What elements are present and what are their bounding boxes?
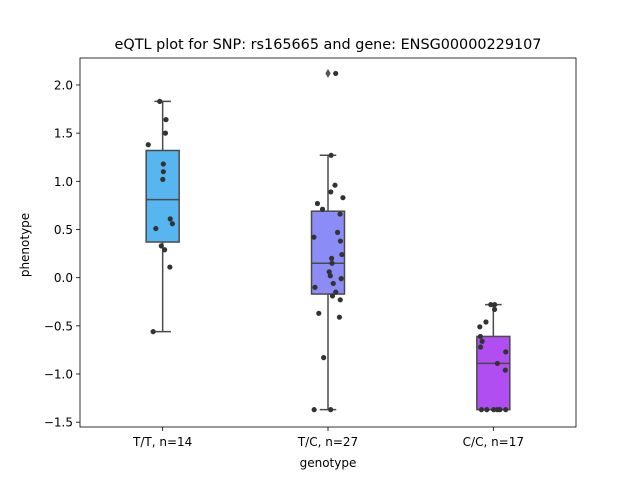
- data-point: [167, 264, 173, 270]
- y-tick-label: 2.0: [54, 78, 73, 92]
- data-point: [328, 189, 334, 195]
- data-point: [145, 142, 151, 148]
- data-point: [316, 310, 322, 316]
- data-point: [160, 161, 166, 167]
- y-tick-label: −0.5: [44, 319, 73, 333]
- data-point: [329, 260, 335, 266]
- data-point: [169, 221, 175, 227]
- x-tick-label: C/C, n=17: [463, 435, 524, 449]
- data-point: [491, 306, 498, 313]
- data-point: [328, 152, 334, 158]
- box: [310, 210, 346, 295]
- chart-title: eQTL plot for SNP: rs165665 and gene: EN…: [115, 37, 542, 53]
- data-point: [334, 229, 341, 235]
- data-point: [338, 276, 344, 282]
- x-axis-label: genotype: [300, 456, 357, 470]
- data-point: [161, 247, 168, 253]
- data-point: [329, 293, 336, 299]
- data-point: [497, 407, 503, 413]
- data-point: [477, 324, 483, 330]
- data-point: [157, 98, 163, 104]
- data-point: [340, 195, 346, 201]
- data-point: [333, 70, 339, 77]
- data-point: [160, 169, 166, 175]
- y-tick-label: 0.5: [54, 223, 73, 237]
- data-point: [483, 319, 489, 325]
- plot-frame: [79, 57, 577, 428]
- outlier-marker: [325, 68, 331, 78]
- data-point: [503, 407, 509, 413]
- data-point: [484, 407, 490, 413]
- data-point: [330, 280, 336, 287]
- data-point: [492, 302, 498, 308]
- data-point: [337, 238, 344, 244]
- data-point: [329, 255, 335, 261]
- data-point: [491, 407, 497, 413]
- data-point: [503, 349, 509, 355]
- data-point: [158, 243, 164, 249]
- data-point: [321, 355, 327, 361]
- data-point: [311, 234, 317, 240]
- data-point: [150, 329, 156, 335]
- data-point: [160, 176, 166, 182]
- data-point: [488, 302, 494, 308]
- data-point: [319, 206, 326, 212]
- y-tick-label: −1.0: [44, 368, 73, 382]
- data-point: [167, 216, 173, 222]
- data-point: [339, 251, 345, 258]
- x-tick-label: T/T, n=14: [132, 435, 192, 449]
- y-tick-label: 0.0: [54, 271, 73, 285]
- y-tick-label: 1.0: [54, 175, 73, 189]
- plot-area: −1.5 −1.0 −0.5 0.0 0.5 1.0 1.5 2.0 T/T, n=14 T/C,…: [44, 57, 577, 449]
- data-point: [494, 360, 500, 367]
- data-point: [477, 344, 484, 350]
- data-point: [502, 367, 508, 373]
- data-point: [311, 407, 317, 413]
- data-point: [328, 407, 334, 413]
- data-point: [479, 338, 485, 344]
- data-point: [326, 269, 332, 275]
- data-point: [333, 289, 339, 295]
- data-point: [153, 225, 159, 232]
- y-axis-label: phenotype: [18, 213, 32, 277]
- data-point: [314, 200, 321, 207]
- y-tick-label: −1.5: [44, 416, 73, 430]
- data-point: [336, 314, 343, 320]
- data-point: [163, 117, 169, 123]
- y-tick-label: 1.5: [54, 127, 73, 141]
- data-point: [312, 284, 318, 290]
- x-tick-label: T/C, n=27: [297, 435, 358, 449]
- data-point: [337, 297, 343, 303]
- data-point: [477, 333, 483, 340]
- data-point: [162, 130, 169, 136]
- data-point: [337, 211, 343, 217]
- data-point: [478, 407, 485, 413]
- data-point: [332, 182, 338, 188]
